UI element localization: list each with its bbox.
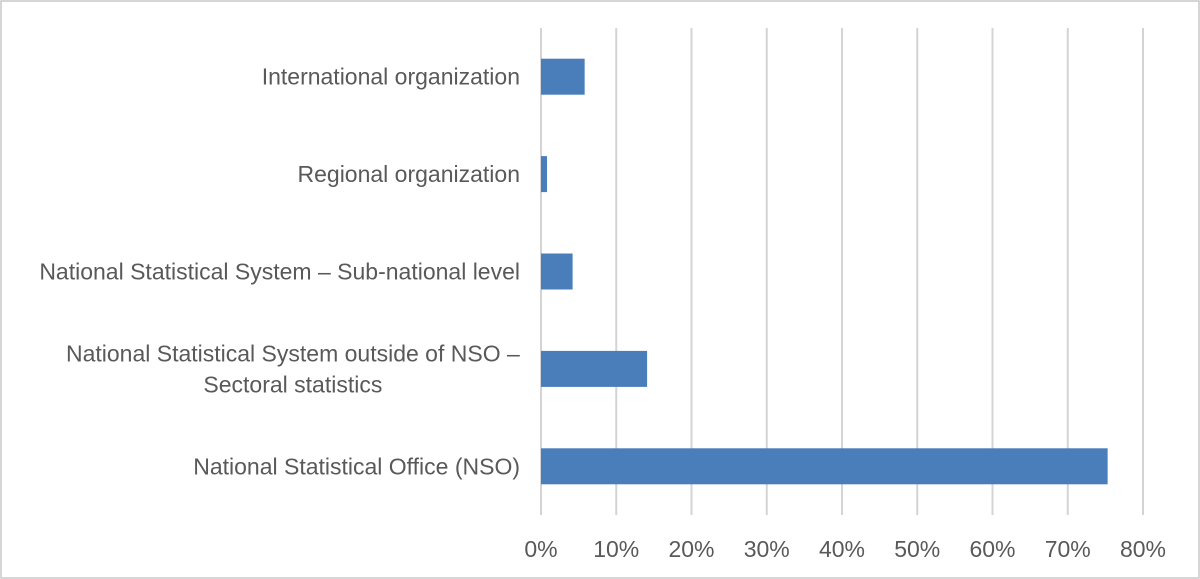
bar (541, 448, 1108, 485)
category-label: National Statistical Office (NSO) (193, 453, 520, 479)
category-label: National Statistical System – Sub-nation… (39, 259, 520, 285)
category-label-line: National Statistical Office (NSO) (193, 453, 520, 479)
x-tick-label: 60% (969, 536, 1015, 562)
category-label: Regional organization (298, 161, 521, 187)
gridlines (540, 28, 1144, 515)
bar (541, 156, 548, 193)
x-tick-label: 10% (593, 536, 639, 562)
x-tick-label: 20% (668, 536, 714, 562)
category-label-line: Sectoral statistics (203, 371, 382, 397)
category-label: International organization (262, 64, 520, 90)
bar (541, 350, 648, 387)
category-label-line: International organization (262, 64, 520, 90)
x-axis-tick-labels: 0% 10% 20% 30% 40% 50% 60% 70% 80% (524, 536, 1166, 562)
x-tick-label: 50% (894, 536, 940, 562)
category-label-line: Regional organization (298, 161, 521, 187)
bar (541, 58, 585, 95)
x-tick-label: 0% (524, 536, 557, 562)
x-tick-label: 80% (1120, 536, 1166, 562)
category-label-line: National Statistical System – Sub-nation… (39, 259, 520, 285)
bars (541, 58, 1108, 485)
category-label: National Statistical System outside of N… (66, 340, 520, 397)
bar (541, 253, 573, 290)
category-label-line: National Statistical System outside of N… (66, 340, 520, 366)
x-tick-label: 70% (1045, 536, 1091, 562)
category-labels: International organization Regional organ… (39, 64, 520, 480)
x-tick-label: 40% (819, 536, 865, 562)
x-tick-label: 30% (744, 536, 790, 562)
